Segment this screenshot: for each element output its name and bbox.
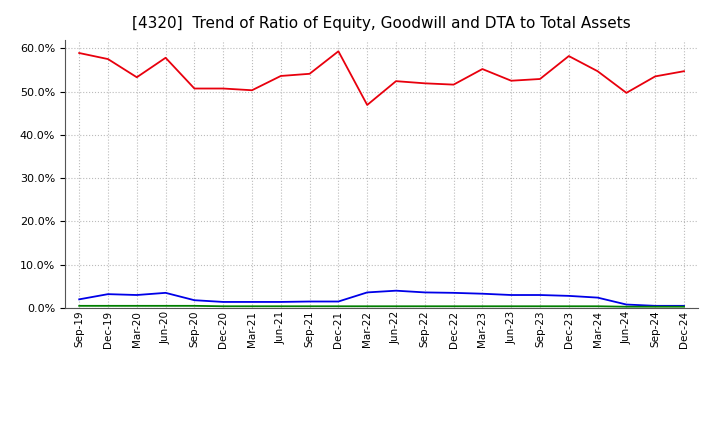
Goodwill (420, 290, 429, 295)
Line: Equity: Equity (79, 51, 684, 105)
Goodwill (132, 292, 141, 297)
Deferred Tax Assets (305, 304, 314, 309)
Deferred Tax Assets (276, 304, 285, 309)
Goodwill (507, 292, 516, 297)
Equity (190, 86, 199, 91)
Equity (622, 90, 631, 95)
Deferred Tax Assets (104, 303, 112, 308)
Equity (248, 88, 256, 93)
Deferred Tax Assets (593, 304, 602, 309)
Deferred Tax Assets (680, 304, 688, 309)
Deferred Tax Assets (248, 304, 256, 309)
Goodwill (305, 299, 314, 304)
Equity (161, 55, 170, 60)
Deferred Tax Assets (622, 304, 631, 309)
Deferred Tax Assets (507, 304, 516, 309)
Equity (392, 78, 400, 84)
Deferred Tax Assets (363, 304, 372, 309)
Deferred Tax Assets (478, 304, 487, 309)
Deferred Tax Assets (449, 304, 458, 309)
Deferred Tax Assets (334, 304, 343, 309)
Deferred Tax Assets (651, 304, 660, 309)
Goodwill (593, 295, 602, 300)
Deferred Tax Assets (75, 303, 84, 308)
Equity (507, 78, 516, 83)
Equity (449, 82, 458, 87)
Equity (651, 74, 660, 79)
Equity (305, 71, 314, 77)
Goodwill (161, 290, 170, 296)
Goodwill (104, 292, 112, 297)
Goodwill (622, 302, 631, 307)
Equity (564, 53, 573, 59)
Deferred Tax Assets (132, 303, 141, 308)
Line: Deferred Tax Assets: Deferred Tax Assets (79, 306, 684, 307)
Line: Goodwill: Goodwill (79, 291, 684, 306)
Goodwill (363, 290, 372, 295)
Equity (334, 49, 343, 54)
Deferred Tax Assets (564, 304, 573, 309)
Equity (680, 69, 688, 74)
Equity (219, 86, 228, 91)
Goodwill (536, 292, 544, 297)
Equity (104, 56, 112, 62)
Goodwill (276, 299, 285, 304)
Deferred Tax Assets (536, 304, 544, 309)
Deferred Tax Assets (161, 303, 170, 308)
Deferred Tax Assets (219, 304, 228, 309)
Deferred Tax Assets (392, 304, 400, 309)
Goodwill (392, 288, 400, 293)
Goodwill (680, 303, 688, 308)
Deferred Tax Assets (190, 303, 199, 308)
Equity (478, 66, 487, 72)
Equity (420, 81, 429, 86)
Equity (276, 73, 285, 79)
Goodwill (190, 297, 199, 303)
Equity (363, 103, 372, 108)
Equity (536, 77, 544, 82)
Equity (75, 50, 84, 55)
Goodwill (75, 297, 84, 302)
Title: [4320]  Trend of Ratio of Equity, Goodwill and DTA to Total Assets: [4320] Trend of Ratio of Equity, Goodwil… (132, 16, 631, 32)
Goodwill (248, 299, 256, 304)
Goodwill (651, 303, 660, 308)
Goodwill (449, 290, 458, 296)
Equity (132, 75, 141, 80)
Goodwill (478, 291, 487, 297)
Goodwill (334, 299, 343, 304)
Goodwill (564, 293, 573, 298)
Equity (593, 69, 602, 74)
Goodwill (219, 299, 228, 304)
Deferred Tax Assets (420, 304, 429, 309)
